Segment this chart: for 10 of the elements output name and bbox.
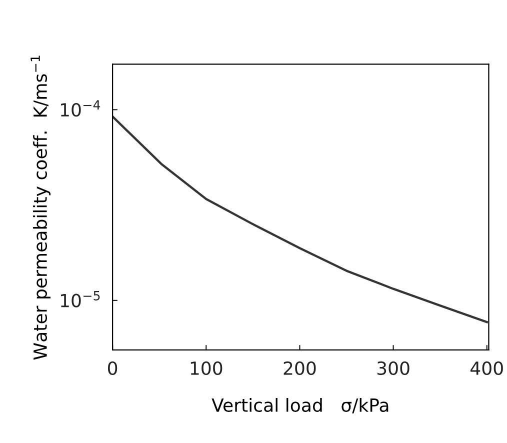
x-tick-label: 300 xyxy=(377,361,410,376)
x-axis-title: Vertical load σ/kPa xyxy=(212,398,388,414)
x-tick-label: 400 xyxy=(470,361,503,376)
x-tick-label: 0 xyxy=(108,361,118,376)
x-tick-label: 100 xyxy=(190,361,222,376)
y-axis-title: Water permeability coeff. K/ms$^{−1}$ xyxy=(30,56,51,360)
line-series xyxy=(112,115,488,324)
y-tick-label: 10$^{−4}$ xyxy=(60,100,100,117)
y-tick-label: 10$^{−5}$ xyxy=(60,291,100,308)
x-tick-label: 200 xyxy=(284,361,316,376)
